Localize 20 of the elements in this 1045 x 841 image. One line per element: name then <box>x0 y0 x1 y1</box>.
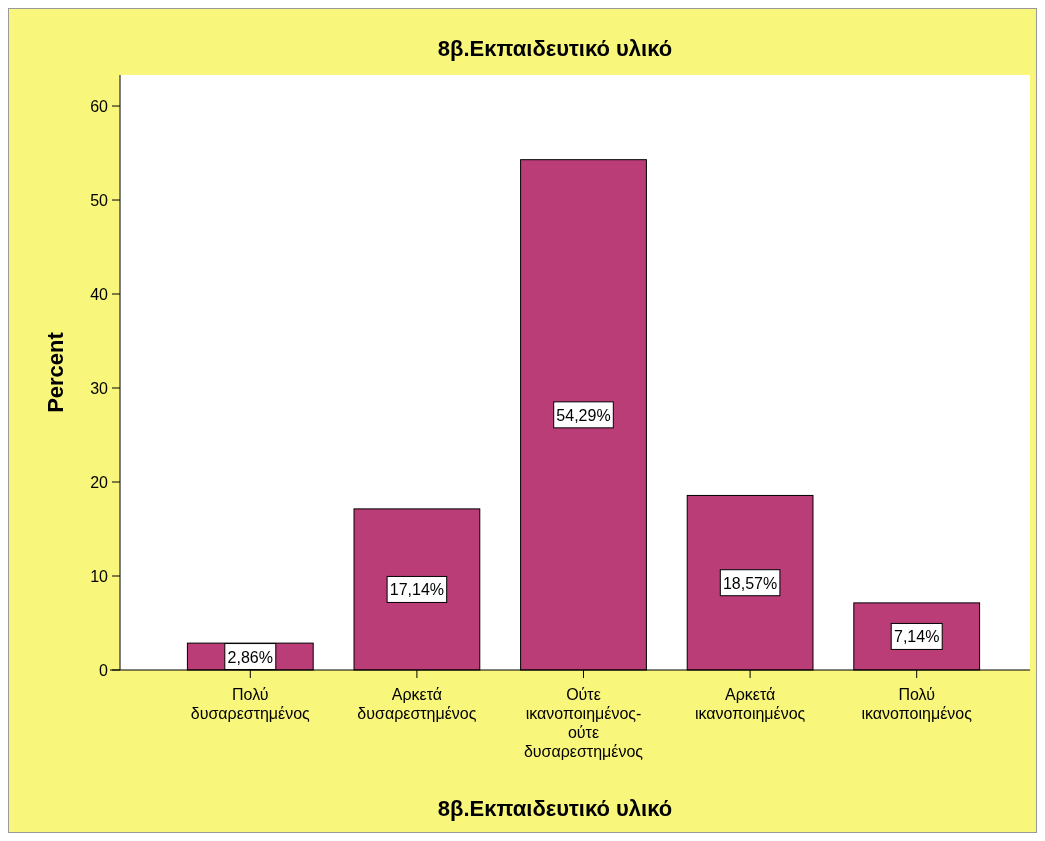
data-label: 54,29% <box>556 406 611 424</box>
y-tick-label: 10 <box>90 568 109 585</box>
y-tick-label: 20 <box>90 474 109 492</box>
y-axis-title: Percent <box>43 331 68 413</box>
data-label: 17,14% <box>389 581 445 599</box>
y-tick-label: 60 <box>90 98 109 116</box>
x-axis-title: 8β.Εκπαιδευτικό υλικό <box>437 796 673 821</box>
y-tick-label: 40 <box>90 286 109 304</box>
y-tick-label: 50 <box>90 192 109 210</box>
x-tick-label: Πολύ δυσαρεστημένος <box>190 686 311 722</box>
x-tick-label: Αρκετά ικανοποιημένος <box>694 686 806 722</box>
data-label: 7,14% <box>894 628 940 646</box>
x-tick-label: Ούτε ικανοποιημένος- ούτε δυσαρεστημένος <box>523 686 644 760</box>
x-tick-label: Αρκετά δυσαρεστημένος <box>357 686 477 722</box>
chart-title: 8β.Εκπαιδευτικό υλικό <box>437 36 673 61</box>
data-label: 2,86% <box>227 648 273 666</box>
data-label: 18,57% <box>722 574 778 592</box>
y-tick-label: 30 <box>90 380 109 398</box>
y-tick-label: 0 <box>99 662 109 679</box>
x-tick-label: Πολύ ικανοποιημένος <box>861 686 973 722</box>
